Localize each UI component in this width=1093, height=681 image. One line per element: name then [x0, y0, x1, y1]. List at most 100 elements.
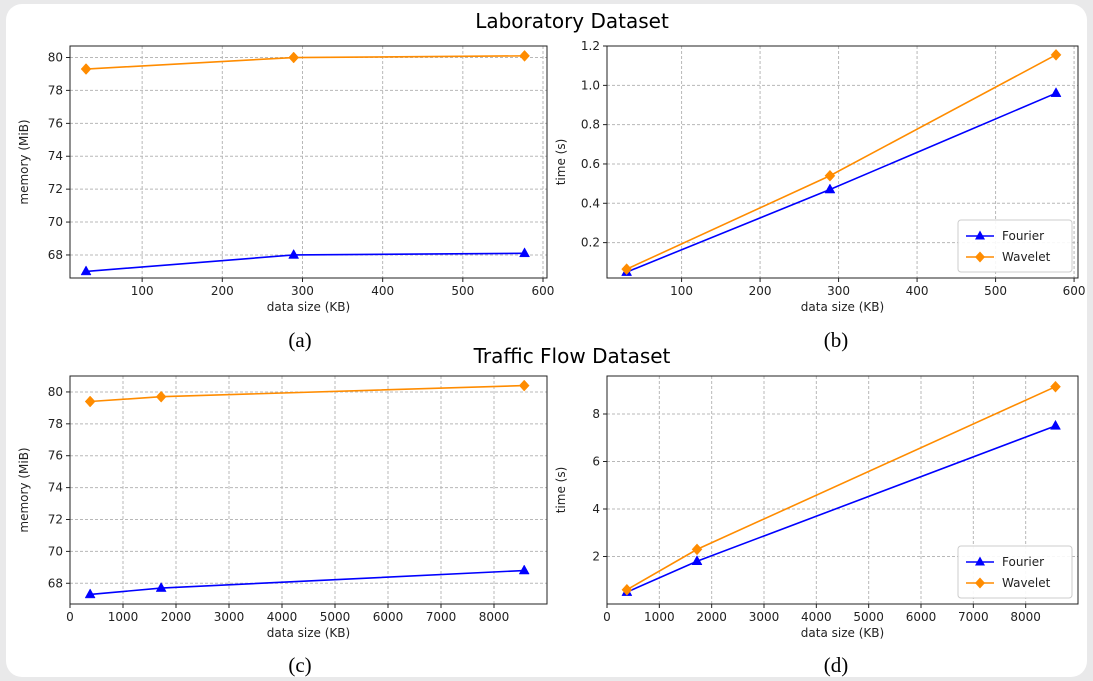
x-tick-label: 400: [906, 284, 929, 298]
fourier-data-point: [288, 248, 300, 259]
caption-c: (c): [288, 653, 311, 677]
x-tick-label: 500: [984, 284, 1007, 298]
plot-frame: [606, 375, 1079, 605]
y-axis-label: memory (MiB): [17, 447, 31, 532]
plot-frame: [69, 375, 548, 605]
x-tick-label: 8000: [1010, 610, 1041, 624]
y-tick-label: 2: [592, 550, 600, 564]
y-tick-label: 0.4: [581, 196, 600, 210]
x-tick-label: 3000: [749, 610, 780, 624]
y-tick-label: 1.0: [581, 78, 600, 92]
section-title-traffic: Traffic Flow Dataset: [473, 344, 671, 368]
y-tick-label: 68: [48, 576, 63, 590]
x-tick-label: 2000: [161, 610, 192, 624]
x-tick-label: 2000: [696, 610, 727, 624]
y-tick-label: 72: [48, 182, 63, 196]
x-tick-label: 5000: [320, 610, 351, 624]
x-tick-label: 6000: [906, 610, 937, 624]
fourier-data-point: [519, 247, 530, 258]
wavelet-data-point: [1050, 48, 1062, 61]
y-tick-label: 70: [48, 544, 63, 558]
x-tick-label: 600: [532, 284, 555, 298]
legend-box: [957, 545, 1073, 599]
wavelet-data-point: [519, 50, 530, 62]
fourier-series-line: [85, 252, 525, 273]
fourier-data-point: [1050, 87, 1062, 97]
wavelet-data-point: [621, 263, 632, 276]
wavelet-data-point: [155, 390, 167, 403]
wavelet-data-point: [80, 63, 92, 75]
wavelet-data-point: [824, 169, 836, 182]
y-tick-label: 76: [48, 116, 63, 130]
x-tick-label: 5000: [853, 610, 884, 624]
fourier-legend-marker: [975, 230, 985, 240]
wavelet-legend-label: Wavelet: [1002, 576, 1051, 590]
caption-b: (b): [824, 328, 849, 352]
chart-memory-traffic: 0 1000 2000 3000 4000 5000 6000 7000 8000 68 70 72 7…: [17, 375, 548, 640]
x-tick-label: 300: [827, 284, 850, 298]
fourier-legend-label: Fourier: [1002, 229, 1044, 243]
x-tick-label: 100: [670, 284, 693, 298]
legend-box: [957, 219, 1073, 273]
chart-time-traffic: 0 1000 2000 3000 4000 5000 6000 7000 8000 2 4 6 8 dat…: [554, 375, 1079, 640]
fourier-data-point: [80, 265, 92, 276]
wavelet-series-line: [90, 384, 525, 403]
y-tick-label: 1.2: [581, 39, 600, 53]
fourier-legend-marker: [975, 556, 985, 566]
x-tick-label: 7000: [958, 610, 989, 624]
wavelet-data-point: [691, 543, 703, 556]
section-title-laboratory: Laboratory Dataset: [475, 9, 669, 33]
plot-frame: [606, 45, 1079, 279]
y-tick-label: 78: [48, 83, 63, 97]
x-tick-label: 300: [291, 284, 314, 298]
legend: Fourier Wavelet: [957, 545, 1073, 599]
x-tick-label: 3000: [214, 610, 245, 624]
fourier-data-point: [155, 582, 167, 592]
x-tick-label: 0: [66, 610, 74, 624]
y-tick-label: 68: [48, 248, 63, 262]
wavelet-legend-marker: [975, 251, 985, 263]
figure-card: Laboratory Dataset Traffic Flow Dataset …: [6, 4, 1087, 677]
x-tick-label: 600: [1063, 284, 1086, 298]
x-axis-label: data size (KB): [267, 300, 350, 314]
y-axis-label: time (s): [554, 467, 568, 514]
caption-d: (d): [824, 653, 849, 677]
x-tick-label: 100: [131, 284, 154, 298]
y-tick-label: 76: [48, 449, 63, 463]
y-tick-label: 74: [48, 481, 63, 495]
wavelet-data-point: [1050, 380, 1061, 393]
wavelet-legend-label: Wavelet: [1002, 250, 1051, 264]
x-axis-label: data size (KB): [267, 626, 350, 640]
caption-a: (a): [288, 328, 311, 352]
y-tick-label: 4: [592, 502, 600, 516]
wavelet-data-point: [518, 379, 530, 392]
x-tick-label: 7000: [426, 610, 457, 624]
y-axis-label: time (s): [554, 139, 568, 186]
y-tick-label: 74: [48, 149, 63, 163]
fourier-data-point: [824, 183, 836, 194]
fourier-legend-label: Fourier: [1002, 555, 1044, 569]
fourier-data-point: [84, 588, 96, 599]
legend: Fourier Wavelet: [957, 219, 1073, 273]
x-tick-label: 1000: [644, 610, 675, 624]
x-tick-label: 1000: [108, 610, 139, 624]
x-axis-label: data size (KB): [801, 626, 884, 640]
fourier-data-point: [691, 555, 703, 565]
x-tick-label: 200: [211, 284, 234, 298]
y-tick-label: 0.8: [581, 118, 600, 132]
wavelet-data-point: [621, 583, 633, 596]
fourier-data-point: [1050, 419, 1061, 430]
y-tick-label: 8: [592, 407, 600, 421]
plot-frame: [69, 45, 548, 279]
wavelet-data-point: [84, 395, 96, 408]
y-axis-label: memory (MiB): [17, 119, 31, 204]
x-tick-label: 400: [371, 284, 394, 298]
x-tick-label: 500: [451, 284, 474, 298]
x-tick-label: 200: [749, 284, 772, 298]
chart-memory-laboratory: 100 200 300 400 500 600 68 70 72 74 76 78 80 data siz…: [17, 45, 555, 314]
chart-time-laboratory: 100 200 300 400 500 600 0.2 0.4 0.6 0.8 1.0 1.2 data…: [554, 39, 1086, 314]
y-tick-label: 80: [48, 51, 63, 65]
fourier-series-line: [90, 569, 525, 596]
y-tick-label: 70: [48, 215, 63, 229]
y-tick-label: 78: [48, 417, 63, 431]
